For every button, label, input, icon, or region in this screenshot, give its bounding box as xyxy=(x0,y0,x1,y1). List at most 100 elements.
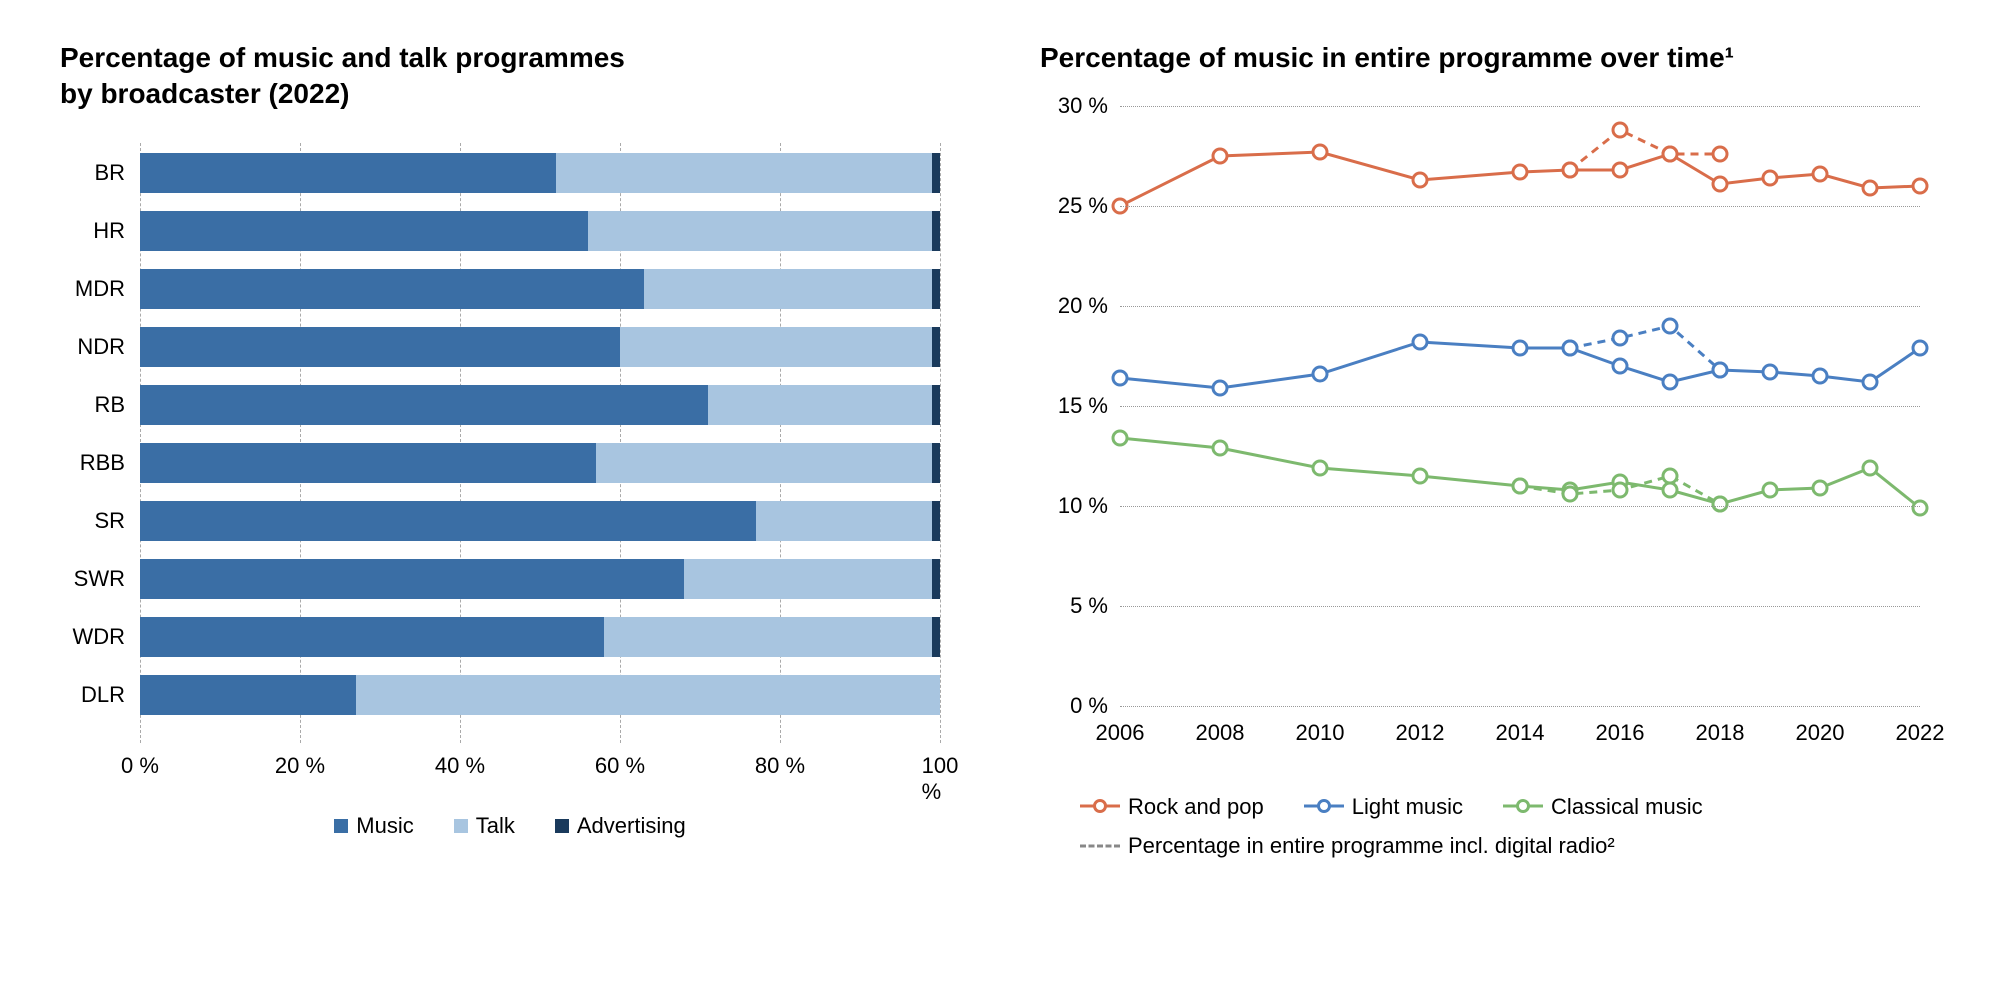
bar-segment xyxy=(932,385,940,425)
line-legend: Rock and popLight musicClassical musicPe… xyxy=(1040,786,1940,866)
legend-label: Advertising xyxy=(577,813,686,839)
bar-segment xyxy=(140,327,620,367)
bar-segment xyxy=(932,443,940,483)
bar-segment xyxy=(932,269,940,309)
line-series-marker xyxy=(1613,359,1627,373)
line-series-marker xyxy=(1763,365,1777,379)
bar-segment xyxy=(556,153,932,193)
line-y-grid xyxy=(1120,406,1920,407)
legend-swatch xyxy=(555,819,569,833)
line-series-marker xyxy=(1113,371,1127,385)
line-y-grid xyxy=(1120,706,1920,707)
bar-row: HR xyxy=(140,211,940,251)
line-series-marker xyxy=(1513,341,1527,355)
line-series-marker xyxy=(1313,145,1327,159)
legend-circle-icon xyxy=(1317,799,1331,813)
line-x-tick: 2022 xyxy=(1896,720,1945,746)
line-series-marker xyxy=(1813,167,1827,181)
line-y-label: 30 % xyxy=(1058,93,1120,119)
line-y-label: 10 % xyxy=(1058,493,1120,519)
bar-segment xyxy=(932,211,940,251)
line-series-marker xyxy=(1713,363,1727,377)
bar-x-tick: 0 % xyxy=(121,753,159,779)
legend-dash-icon xyxy=(1080,845,1120,848)
line-x-tick: 2014 xyxy=(1496,720,1545,746)
line-y-grid xyxy=(1120,306,1920,307)
line-x-tick: 2012 xyxy=(1396,720,1445,746)
line-series-marker xyxy=(1813,369,1827,383)
line-x-tick: 2018 xyxy=(1696,720,1745,746)
line-y-label: 25 % xyxy=(1058,193,1120,219)
bar-segment xyxy=(140,153,556,193)
legend-marker xyxy=(1080,839,1120,853)
line-chart-title: Percentage of music in entire programme … xyxy=(1040,40,1940,76)
line-series-marker xyxy=(1913,179,1927,193)
line-series-marker xyxy=(1663,483,1677,497)
bar-category-label: RB xyxy=(60,385,140,425)
bar-segment xyxy=(140,617,604,657)
legend-circle-icon xyxy=(1093,799,1107,813)
line-series-marker xyxy=(1613,123,1627,137)
bar-segment xyxy=(140,675,356,715)
line-chart-area: 0 %5 %10 %15 %20 %25 %30 %20062008201020… xyxy=(1120,106,1920,766)
bar-segment xyxy=(604,617,932,657)
bar-x-tick: 20 % xyxy=(275,753,325,779)
bar-chart-panel: Percentage of music and talk programmesb… xyxy=(60,40,960,866)
bar-category-label: RBB xyxy=(60,443,140,483)
line-series-marker xyxy=(1663,469,1677,483)
line-series-marker xyxy=(1913,501,1927,515)
bar-row: WDR xyxy=(140,617,940,657)
bar-category-label: SR xyxy=(60,501,140,541)
line-y-label: 5 % xyxy=(1070,593,1120,619)
bar-x-tick: 40 % xyxy=(435,753,485,779)
bar-plot: BRHRMDRNDRRBRBBSRSWRWDRDLR xyxy=(140,143,940,743)
line-y-grid xyxy=(1120,506,1920,507)
line-legend-item: Light music xyxy=(1304,787,1463,827)
line-series-path xyxy=(1120,438,1920,508)
line-x-tick: 2016 xyxy=(1596,720,1645,746)
line-series-marker xyxy=(1613,331,1627,345)
bar-x-tick: 60 % xyxy=(595,753,645,779)
bar-row: NDR xyxy=(140,327,940,367)
bar-segment xyxy=(756,501,932,541)
bar-segment xyxy=(596,443,932,483)
bar-segment xyxy=(140,385,708,425)
legend-label: Classical music xyxy=(1551,787,1703,827)
line-series-marker xyxy=(1863,181,1877,195)
line-series-marker xyxy=(1213,381,1227,395)
legend-label: Percentage in entire programme incl. dig… xyxy=(1128,826,1615,866)
bar-x-axis: 0 %20 %40 %60 %80 %100 % xyxy=(140,743,940,803)
bar-segment xyxy=(140,211,588,251)
bar-segment xyxy=(932,617,940,657)
legend-marker xyxy=(1503,799,1543,813)
line-chart-panel: Percentage of music in entire programme … xyxy=(1040,40,1940,866)
bar-category-label: MDR xyxy=(60,269,140,309)
line-series-path xyxy=(1570,326,1720,370)
line-plot: 0 %5 %10 %15 %20 %25 %30 %20062008201020… xyxy=(1120,106,1920,706)
bar-segment xyxy=(932,327,940,367)
bar-segment xyxy=(620,327,932,367)
bar-legend: MusicTalkAdvertising xyxy=(60,813,960,839)
bar-x-tick: 100 % xyxy=(922,753,959,805)
bar-segment xyxy=(356,675,940,715)
line-series-marker xyxy=(1213,441,1227,455)
line-series-marker xyxy=(1613,163,1627,177)
line-legend-row: Percentage in entire programme incl. dig… xyxy=(1080,826,1940,866)
line-series-marker xyxy=(1763,483,1777,497)
legend-label: Talk xyxy=(476,813,515,839)
bar-x-tick: 80 % xyxy=(755,753,805,779)
legend-marker xyxy=(1080,799,1120,813)
line-series-marker xyxy=(1563,487,1577,501)
line-series-marker xyxy=(1413,335,1427,349)
line-legend-item: Percentage in entire programme incl. dig… xyxy=(1080,826,1615,866)
line-series-marker xyxy=(1663,147,1677,161)
bar-segment xyxy=(644,269,932,309)
bar-row: RBB xyxy=(140,443,940,483)
legend-label: Light music xyxy=(1352,787,1463,827)
bar-segment xyxy=(140,559,684,599)
bar-category-label: DLR xyxy=(60,675,140,715)
line-y-grid xyxy=(1120,206,1920,207)
line-y-label: 15 % xyxy=(1058,393,1120,419)
bar-segment xyxy=(140,501,756,541)
legend-swatch xyxy=(454,819,468,833)
